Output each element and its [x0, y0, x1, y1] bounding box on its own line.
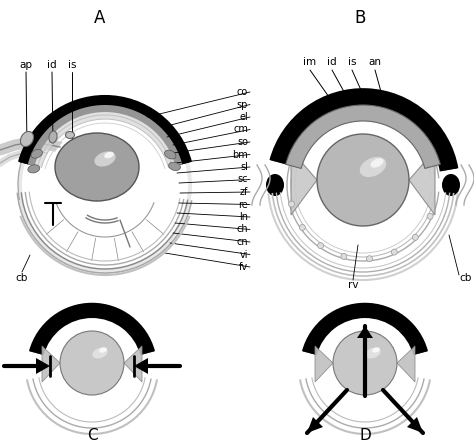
Text: el: el [239, 112, 248, 122]
Circle shape [366, 256, 373, 262]
Circle shape [289, 201, 294, 207]
Text: rv: rv [348, 280, 358, 290]
Text: ap: ap [19, 60, 33, 70]
Text: zf: zf [240, 187, 248, 197]
Ellipse shape [31, 149, 43, 158]
Circle shape [60, 331, 124, 395]
Text: id: id [47, 60, 57, 70]
Circle shape [300, 224, 305, 230]
Circle shape [333, 331, 397, 395]
Ellipse shape [164, 150, 176, 159]
Text: cn: cn [237, 237, 248, 247]
Text: co: co [237, 87, 248, 97]
Circle shape [18, 98, 192, 272]
Text: C: C [87, 427, 97, 443]
Circle shape [317, 134, 409, 226]
Ellipse shape [28, 165, 40, 173]
Polygon shape [36, 358, 50, 374]
Circle shape [45, 125, 165, 245]
Text: im: im [303, 57, 317, 67]
Ellipse shape [94, 151, 116, 167]
Circle shape [22, 102, 188, 268]
Circle shape [412, 234, 419, 240]
Polygon shape [397, 346, 415, 382]
Text: vi: vi [239, 250, 248, 259]
Ellipse shape [372, 347, 380, 353]
Text: cb: cb [16, 273, 28, 283]
Ellipse shape [442, 174, 460, 196]
Text: ch: ch [237, 224, 248, 234]
Ellipse shape [20, 131, 34, 146]
Text: B: B [354, 9, 365, 27]
Text: sc: sc [237, 175, 248, 185]
Ellipse shape [65, 132, 74, 138]
Ellipse shape [55, 133, 139, 201]
Text: fv: fv [239, 262, 248, 272]
Ellipse shape [92, 348, 108, 358]
Circle shape [17, 97, 193, 273]
Circle shape [297, 119, 429, 251]
Text: ln: ln [239, 212, 248, 222]
Ellipse shape [360, 157, 386, 177]
Text: re: re [238, 199, 248, 210]
Circle shape [267, 89, 459, 281]
Text: A: A [94, 9, 106, 27]
Polygon shape [307, 417, 323, 433]
Polygon shape [407, 417, 423, 433]
Polygon shape [27, 105, 182, 168]
Ellipse shape [104, 152, 114, 158]
Polygon shape [124, 346, 142, 382]
Polygon shape [42, 346, 60, 382]
Circle shape [341, 254, 347, 259]
Ellipse shape [371, 158, 383, 168]
Text: cm: cm [233, 125, 248, 134]
Text: cb: cb [460, 273, 472, 283]
Ellipse shape [169, 162, 181, 171]
Ellipse shape [99, 347, 107, 353]
Ellipse shape [266, 174, 284, 196]
Text: id: id [327, 57, 337, 67]
Ellipse shape [49, 131, 57, 143]
Text: an: an [368, 57, 382, 67]
Wedge shape [286, 105, 440, 168]
Circle shape [318, 243, 324, 249]
Circle shape [391, 249, 397, 255]
Text: bm: bm [232, 150, 248, 159]
Polygon shape [357, 326, 373, 338]
Ellipse shape [365, 348, 381, 358]
Polygon shape [134, 358, 148, 374]
Polygon shape [291, 150, 317, 215]
Text: D: D [359, 427, 371, 443]
Text: is: is [348, 57, 356, 67]
Text: sp: sp [237, 99, 248, 109]
Text: is: is [68, 60, 76, 70]
Polygon shape [315, 346, 333, 382]
Text: so: so [237, 137, 248, 147]
Text: sl: sl [240, 162, 248, 172]
Circle shape [427, 213, 433, 219]
Polygon shape [409, 150, 435, 215]
